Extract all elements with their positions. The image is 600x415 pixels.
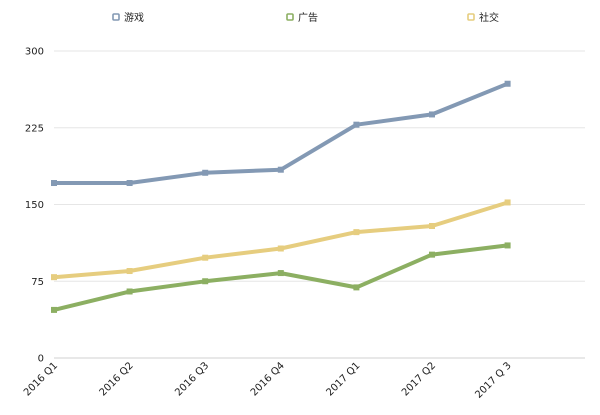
data-point [353, 284, 360, 291]
series-line [52, 200, 510, 280]
legend-label: 社交 [479, 11, 499, 24]
data-point [51, 180, 57, 187]
x-tick-label: 2016 Q4 [249, 360, 287, 398]
x-tick-label: 2016 Q2 [98, 360, 136, 398]
series-line [52, 243, 510, 312]
data-point [277, 245, 284, 252]
data-point [504, 199, 511, 206]
data-point [126, 288, 133, 295]
data-point [202, 278, 209, 285]
x-tick-label: 2017 Q 3 [473, 360, 513, 400]
grid [54, 50, 585, 359]
data-point [202, 254, 209, 261]
data-point [126, 268, 133, 275]
data-point [353, 229, 360, 236]
data-point [202, 169, 209, 176]
x-axis: 2016 Q1 2016 Q2 2016 Q3 2016 Q4 2017 Q1 2017 … [22, 360, 514, 400]
y-tick-label: 225 [25, 123, 44, 134]
legend-label: 广告 [298, 11, 318, 24]
series-layer [51, 80, 511, 313]
legend-item: 广告 [286, 11, 318, 24]
data-point [429, 222, 435, 229]
y-axis: 0 75 150 225 300 [25, 47, 44, 365]
legend-item: 游戏 [112, 11, 144, 24]
x-tick-label: 2017 Q1 [324, 360, 362, 398]
series-1 [51, 242, 511, 313]
y-tick-label: 300 [25, 47, 44, 58]
x-tick-label: 2016 Q3 [173, 360, 211, 398]
legend-swatch [286, 13, 294, 21]
data-point [51, 274, 57, 281]
y-tick-label: 150 [25, 200, 44, 211]
legend: 游戏 广告 社交 [112, 11, 499, 24]
data-point [277, 270, 284, 277]
data-point [429, 251, 435, 258]
legend-label: 游戏 [124, 11, 144, 24]
data-point [126, 180, 133, 187]
data-point [504, 80, 511, 87]
legend-item: 社交 [467, 11, 499, 24]
legend-swatch [467, 13, 475, 21]
data-point [277, 166, 284, 173]
series-2 [51, 199, 511, 281]
legend-swatch [112, 13, 120, 21]
y-tick-label: 0 [38, 354, 44, 365]
x-tick-label: 2016 Q1 [22, 360, 60, 398]
x-tick-label: 2017 Q2 [400, 360, 438, 398]
series-0 [51, 80, 511, 187]
data-point [429, 111, 435, 118]
data-point [353, 121, 360, 128]
data-point [504, 242, 511, 249]
data-point [51, 306, 57, 313]
y-tick-label: 75 [31, 277, 44, 288]
